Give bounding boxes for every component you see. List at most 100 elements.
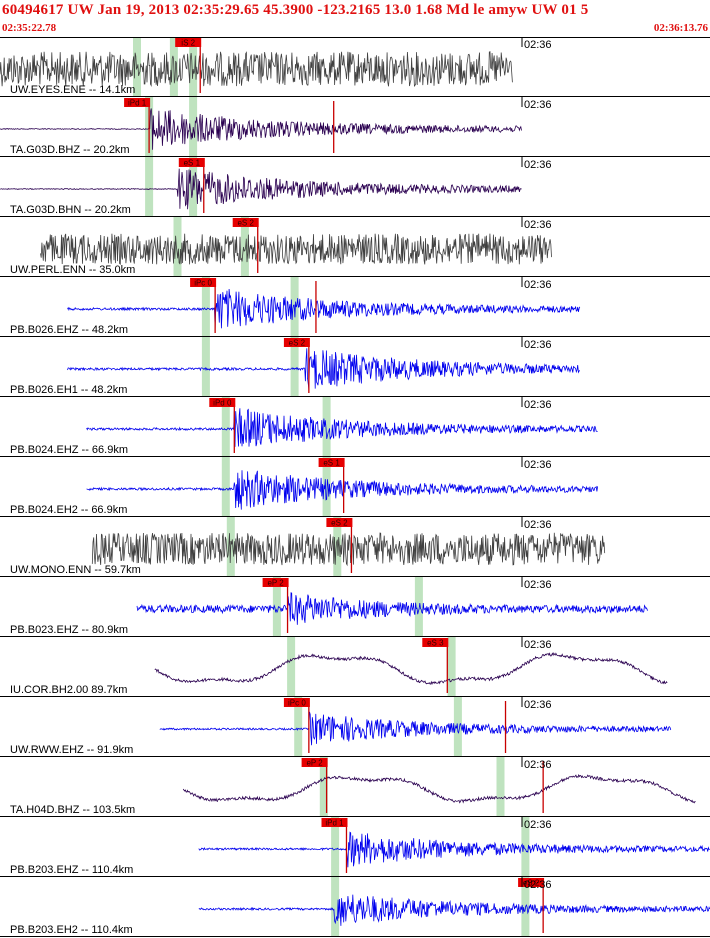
event-title: 60494617 UW Jan 19, 2013 02:35:29.65 45.… bbox=[2, 2, 589, 18]
waveform bbox=[67, 348, 581, 390]
trace-row[interactable]: iPc 0 02:36 UW.RWW.EHZ -- 91.9km bbox=[0, 697, 710, 757]
pick-label: iPd 0 bbox=[213, 399, 232, 408]
time-tick-label: 02:36 bbox=[524, 39, 552, 51]
trace-row[interactable]: eS 3 02:36 IU.COR.BH2.00 89.7km bbox=[0, 637, 710, 697]
pick-label-box[interactable] bbox=[190, 278, 217, 287]
pick-label-box[interactable] bbox=[422, 638, 449, 647]
pick-window-shade bbox=[521, 817, 530, 877]
waveform bbox=[0, 51, 513, 88]
pick-label: eS 1 bbox=[323, 459, 340, 468]
pick-label-box[interactable] bbox=[232, 218, 259, 227]
station-label: PB.B023.EHZ -- 80.9km bbox=[10, 624, 128, 636]
station-label: PB.B203.EH2 -- 110.4km bbox=[10, 924, 133, 936]
pick-label: iPd 1 bbox=[325, 819, 344, 828]
station-label: TA.H04D.BHZ -- 103.5km bbox=[10, 804, 135, 816]
pick-label-box[interactable] bbox=[124, 98, 151, 107]
station-label: PB.B024.EH2 -- 66.9km bbox=[10, 504, 127, 516]
trace-row[interactable]: eS 2 02:36 UW.MONO.ENN -- 59.7km bbox=[0, 517, 710, 577]
time-tick-label: 02:36 bbox=[524, 879, 552, 891]
pick-label-box[interactable] bbox=[209, 398, 236, 407]
time-tick-label: 02:36 bbox=[524, 699, 552, 711]
trace-row[interactable]: eP 2 02:36 TA.H04D.BHZ -- 103.5km bbox=[0, 757, 710, 817]
pick-window-shade bbox=[201, 337, 210, 397]
trace-row[interactable]: iPd 1 02:36 PB.B203.EHZ -- 110.4km bbox=[0, 817, 710, 877]
trace-row[interactable]: eS 1 02:36 PB.B024.EH2 -- 66.9km bbox=[0, 457, 710, 517]
station-label: UW.EYES.ENE -- 14.1km bbox=[10, 84, 135, 96]
waveform bbox=[86, 470, 598, 510]
time-tick-label: 02:36 bbox=[524, 819, 552, 831]
trace-row[interactable]: eS 202:36 PB.B203.EH2 -- 110.4km bbox=[0, 877, 710, 937]
waveform bbox=[198, 894, 710, 926]
waveform bbox=[198, 831, 710, 868]
pick-label-box[interactable] bbox=[283, 698, 310, 707]
pick-window-shade bbox=[453, 697, 462, 757]
pick-label-box[interactable] bbox=[283, 338, 310, 347]
pick-label: eS 2 bbox=[289, 339, 306, 348]
waveform bbox=[136, 592, 649, 625]
station-label: UW.RWW.EHZ -- 91.9km bbox=[10, 744, 133, 756]
pick-window-shade bbox=[287, 637, 296, 697]
time-tick-label: 02:36 bbox=[524, 579, 552, 591]
pick-label-box[interactable] bbox=[301, 758, 328, 767]
pick-label: eP 2 bbox=[267, 579, 284, 588]
pick-label-box[interactable] bbox=[518, 878, 545, 887]
pick-label: eS 2 bbox=[237, 219, 254, 228]
pick-window-shade bbox=[221, 457, 230, 517]
pick-label: iPd 1 bbox=[128, 99, 147, 108]
pick-window-shade bbox=[496, 757, 505, 817]
station-label: IU.COR.BH2.00 89.7km bbox=[10, 684, 127, 696]
pick-label: eP 2 bbox=[306, 759, 323, 768]
pick-window-shade bbox=[322, 457, 331, 517]
pick-window-shade bbox=[414, 577, 423, 637]
time-tick-label: 02:36 bbox=[524, 459, 552, 471]
trace-row[interactable]: iPd 0 02:36 PB.B024.EHZ -- 66.9km bbox=[0, 397, 710, 457]
waveform bbox=[154, 652, 668, 686]
trace-row[interactable]: eS 2 02:36 UW.PERL.ENN -- 35.0km bbox=[0, 217, 710, 277]
time-tick-label: 02:36 bbox=[524, 399, 552, 411]
pick-label: eS 1 bbox=[184, 159, 201, 168]
pick-label: iS 2 bbox=[181, 39, 195, 48]
pick-label-box[interactable] bbox=[262, 578, 289, 587]
pick-label-box[interactable] bbox=[178, 158, 205, 167]
pick-window-shade bbox=[189, 37, 198, 97]
time-tick-label: 02:36 bbox=[524, 99, 552, 111]
pick-window-shade bbox=[201, 277, 210, 337]
time-tick-label: 02:36 bbox=[524, 519, 552, 531]
station-label: PB.B203.EHZ -- 110.4km bbox=[10, 864, 133, 876]
pick-window-shade bbox=[447, 637, 456, 697]
pick-label-box[interactable] bbox=[326, 518, 353, 527]
pick-window-shade bbox=[331, 877, 340, 937]
waveform bbox=[0, 108, 522, 150]
waveform bbox=[0, 168, 522, 210]
trace-row[interactable]: eS 2 02:36 PB.B026.EH1 -- 48.2km bbox=[0, 337, 710, 397]
trace-row[interactable]: iPc 0 02:36 PB.B026.EHZ -- 48.2km bbox=[0, 277, 710, 337]
pick-window-shade bbox=[240, 217, 249, 277]
trace-row[interactable]: iS 2 02:36 UW.EYES.ENE -- 14.1km bbox=[0, 37, 710, 97]
seismogram-panel[interactable]: iS 2 02:36 UW.EYES.ENE -- 14.1km iPd 1 02:36… bbox=[0, 37, 710, 938]
station-label: PB.B024.EHZ -- 66.9km bbox=[10, 444, 128, 456]
station-label: UW.MONO.ENN -- 59.7km bbox=[10, 564, 141, 576]
pick-window-shade bbox=[145, 157, 154, 217]
station-label: PB.B026.EHZ -- 48.2km bbox=[10, 324, 128, 336]
pick-window-shade bbox=[272, 577, 281, 637]
trace-row[interactable]: iPd 1 02:36 TA.G03D.BHZ -- 20.2km bbox=[0, 97, 710, 157]
time-tick-label: 02:36 bbox=[524, 339, 552, 351]
station-label: PB.B026.EH1 -- 48.2km bbox=[10, 384, 127, 396]
time-tick-label: 02:36 bbox=[524, 159, 552, 171]
pick-window-shade bbox=[294, 697, 303, 757]
pick-label: iPc 0 bbox=[194, 279, 212, 288]
trace-row[interactable]: eS 1 02:36 TA.G03D.BHN -- 20.2km bbox=[0, 157, 710, 217]
pick-label-box[interactable] bbox=[175, 38, 202, 47]
window-start-time: 02:35:22.78 bbox=[2, 22, 57, 34]
waveform bbox=[91, 532, 606, 567]
trace-row[interactable]: eP 2 02:36 PB.B023.EHZ -- 80.9km bbox=[0, 577, 710, 637]
pick-window-shade bbox=[331, 817, 340, 877]
waveform bbox=[159, 711, 672, 746]
station-label: TA.G03D.BHN -- 20.2km bbox=[10, 204, 131, 216]
pick-label-box[interactable] bbox=[318, 458, 345, 467]
time-tick-label: 02:36 bbox=[524, 759, 552, 771]
window-end-time: 02:36:13.76 bbox=[653, 22, 708, 34]
station-label: UW.PERL.ENN -- 35.0km bbox=[10, 264, 135, 276]
pick-label-box[interactable] bbox=[321, 818, 348, 827]
pick-label: eS 3 bbox=[427, 639, 444, 648]
